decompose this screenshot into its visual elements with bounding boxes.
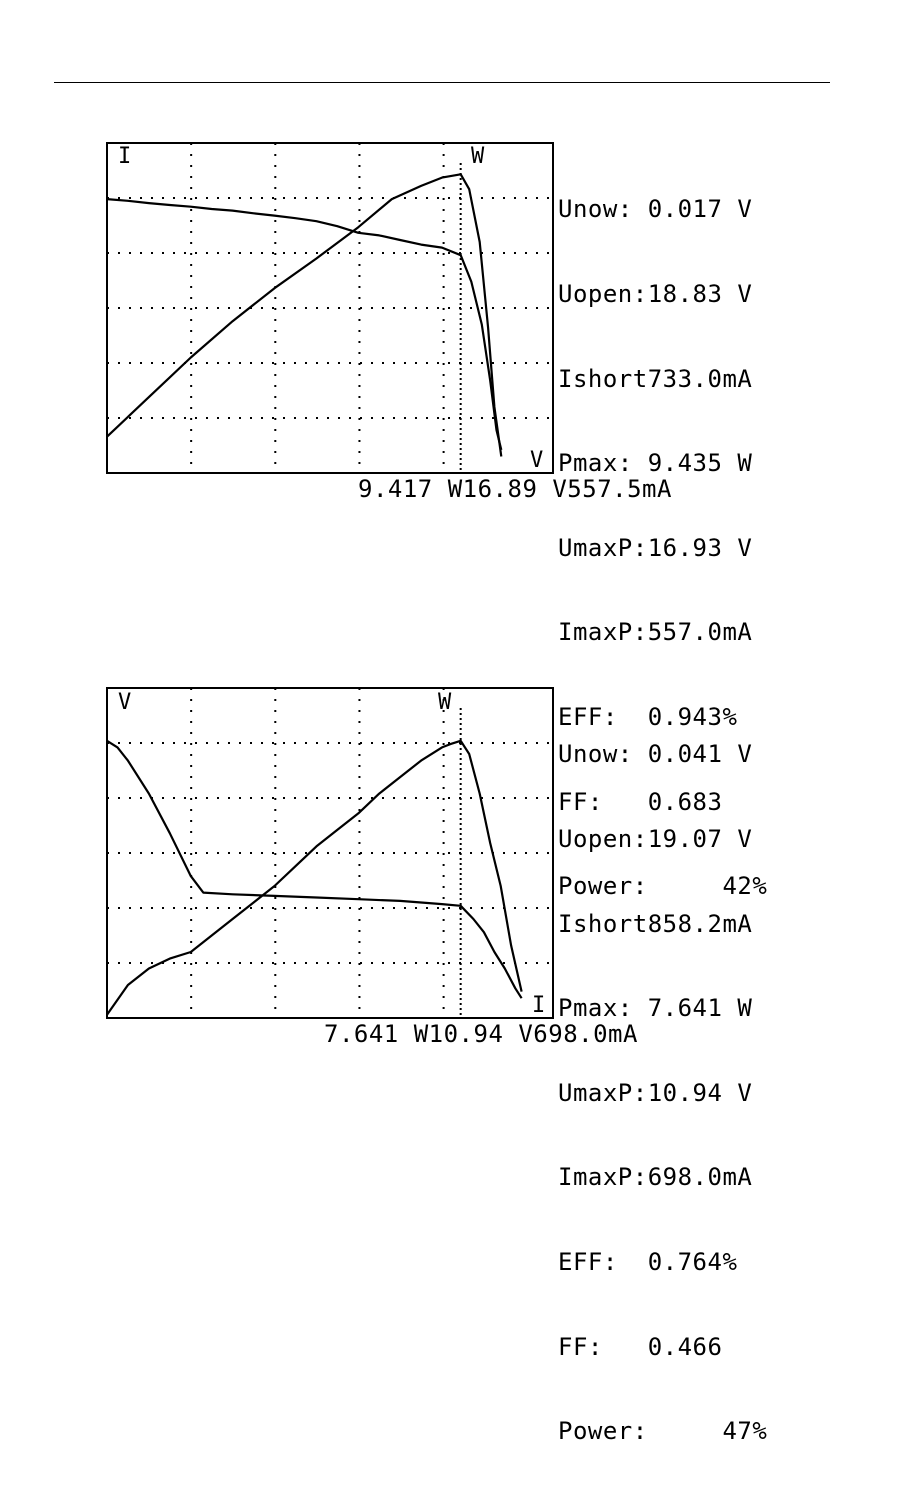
corner-label-bottom-right: I	[532, 993, 546, 1018]
readout-ff: FF: 0.683	[558, 787, 723, 816]
readout-umaxp: UmaxP:16.93 V	[558, 533, 753, 562]
readout-list-2: Unow: 0.041 V Uopen:19.07 V Ishort858.2m…	[558, 684, 767, 1502]
readout-pmax: Pmax: 7.641 W	[558, 994, 753, 1023]
readout-uopen: Uopen:19.07 V	[558, 825, 753, 853]
readout-imaxp: ImaxP:557.0mA	[558, 618, 753, 647]
readout-ishort: Ishort858.2mA	[558, 909, 753, 938]
corner-label-bottom-right: V	[530, 448, 544, 473]
series-line-2	[106, 173, 503, 457]
series-line-1	[106, 198, 503, 451]
readout-eff: EFF: 0.943%	[558, 702, 738, 731]
cursor-readout-2: 7.641 W10.94 V698.0mA	[324, 1020, 638, 1048]
readout-power: Power: 47%	[558, 1417, 768, 1446]
readout-list-1: Unow: 0.017 V Uopen:18.83 V Ishort733.0m…	[558, 139, 767, 957]
readout-unow: Unow: 0.017 V	[558, 195, 753, 224]
readout-uopen: Uopen:18.83 V	[558, 280, 753, 308]
readout-imaxp: ImaxP:698.0mA	[558, 1163, 753, 1192]
corner-label-top-mid: W	[471, 144, 485, 169]
corner-label-top-left: I	[118, 144, 132, 169]
readout-pmax: Pmax: 9.435 W	[558, 449, 753, 478]
readout-ishort: Ishort733.0mA	[558, 364, 753, 393]
iv-plot-1	[106, 142, 554, 474]
cursor-readout-1: 9.417 W16.89 V557.5mA	[358, 475, 672, 503]
series-line-2	[106, 739, 523, 1016]
readout-ff: FF: 0.466	[558, 1332, 723, 1361]
corner-label-top-mid: W	[438, 690, 452, 715]
corner-label-top-left: V	[118, 690, 132, 715]
readout-umaxp: UmaxP:10.94 V	[558, 1078, 753, 1107]
page-top-rule	[54, 82, 830, 83]
iv-plot-2	[106, 687, 554, 1019]
readout-power: Power: 42%	[558, 872, 768, 901]
series-line-1	[106, 739, 523, 999]
readout-unow: Unow: 0.041 V	[558, 740, 753, 769]
readout-eff: EFF: 0.764%	[558, 1247, 738, 1276]
